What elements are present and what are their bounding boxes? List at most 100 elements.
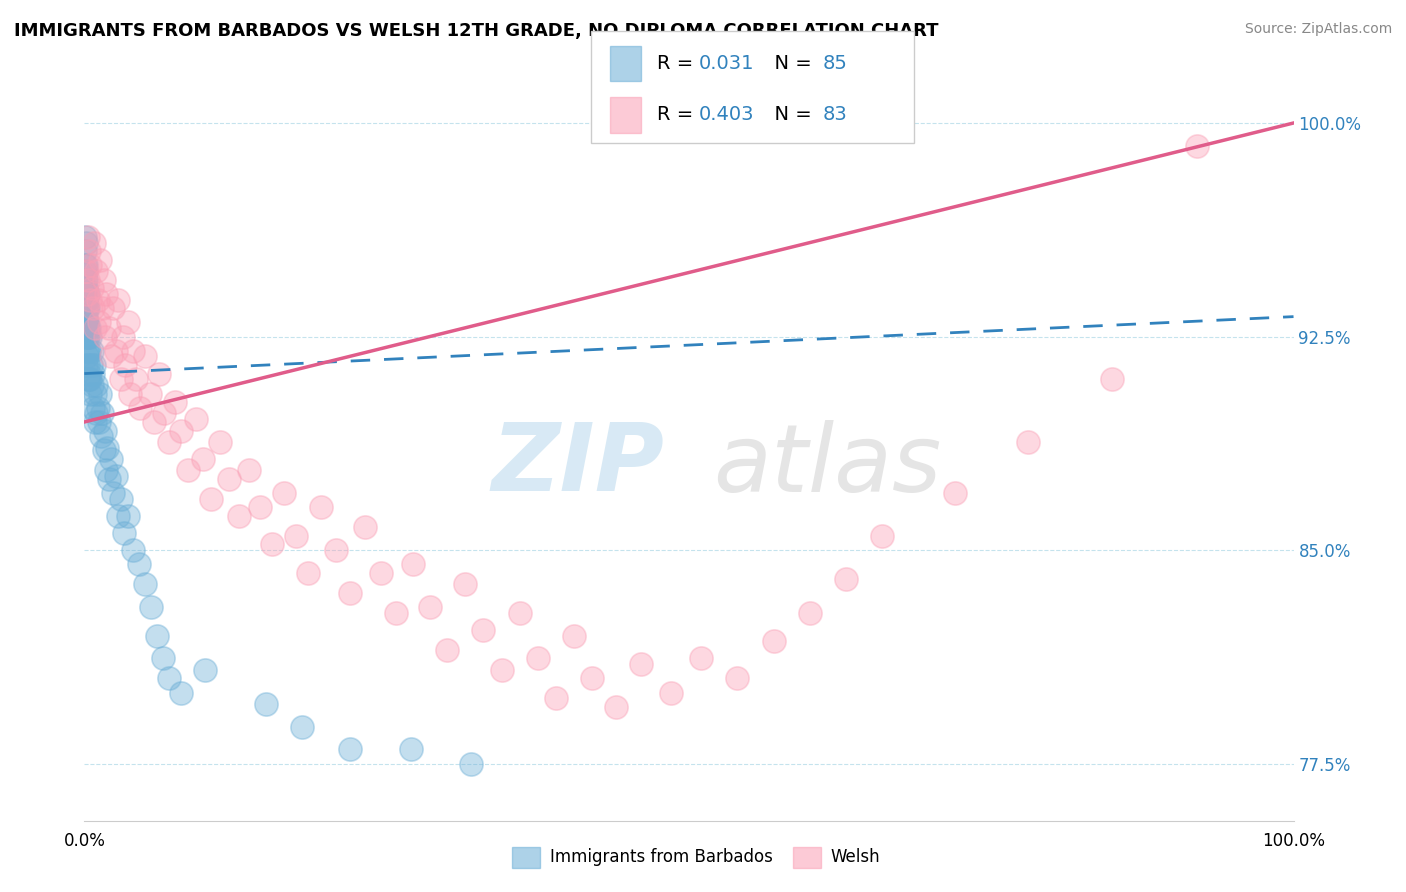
Point [94, 463, 117, 477]
Point [84, 321, 107, 335]
Point [82, 301, 104, 315]
Point [208, 434, 231, 449]
Point [121, 343, 143, 358]
Point [325, 543, 347, 558]
Point [311, 500, 333, 515]
Point [228, 508, 250, 523]
Text: R =: R = [657, 105, 699, 124]
Point [77, 244, 100, 259]
Point [399, 742, 422, 756]
Point [84, 415, 107, 429]
Point [339, 586, 361, 600]
Point [125, 372, 148, 386]
Point [436, 642, 458, 657]
Point [77, 272, 100, 286]
Point [943, 486, 966, 500]
Point [76, 286, 98, 301]
Point [77, 321, 100, 335]
Point [134, 350, 156, 364]
Point [79, 372, 101, 386]
Point [89, 252, 111, 267]
Point [77, 343, 100, 358]
Point [75, 329, 97, 343]
Point [76, 301, 98, 315]
Point [120, 386, 142, 401]
Text: 0.031: 0.031 [699, 54, 754, 73]
Point [97, 472, 120, 486]
Point [75, 272, 97, 286]
Point [79, 258, 101, 272]
Point [1185, 138, 1208, 153]
Point [77, 367, 100, 381]
Point [83, 235, 105, 250]
Point [86, 293, 108, 307]
Point [77, 301, 100, 315]
Text: N =: N = [762, 105, 818, 124]
Point [76, 321, 98, 335]
Point [284, 529, 308, 543]
Point [527, 651, 550, 665]
Point [562, 628, 585, 642]
Point [129, 401, 152, 415]
Point [77, 358, 100, 372]
Point [104, 469, 127, 483]
Point [75, 230, 97, 244]
Point [297, 566, 319, 580]
Point [75, 281, 97, 295]
Point [138, 386, 160, 401]
Point [77, 372, 100, 386]
Point [103, 486, 125, 500]
Point [460, 756, 482, 771]
Text: atlas: atlas [713, 420, 942, 511]
Point [75, 321, 97, 335]
Text: 83: 83 [823, 105, 848, 124]
Point [139, 600, 162, 615]
Point [76, 315, 98, 329]
Point [75, 315, 97, 329]
Point [121, 543, 143, 558]
Point [107, 293, 129, 307]
Point [100, 350, 122, 364]
Point [291, 720, 314, 734]
Point [114, 358, 136, 372]
Point [762, 634, 785, 648]
Point [354, 520, 377, 534]
Point [97, 321, 120, 335]
Point [93, 272, 115, 286]
Point [370, 566, 392, 580]
Point [76, 343, 98, 358]
Point [75, 310, 97, 324]
Point [165, 395, 187, 409]
Point [254, 697, 277, 711]
Point [77, 230, 100, 244]
Point [581, 671, 603, 685]
Point [605, 699, 627, 714]
Point [80, 358, 103, 372]
Point [79, 329, 101, 343]
Point [75, 301, 97, 315]
Point [80, 378, 103, 392]
Point [79, 293, 101, 307]
Text: 0.403: 0.403 [699, 105, 754, 124]
Point [75, 258, 97, 272]
Point [76, 329, 98, 343]
Point [509, 606, 531, 620]
Point [630, 657, 652, 671]
Point [73, 301, 96, 315]
Point [112, 526, 135, 541]
Point [148, 367, 170, 381]
Point [249, 500, 271, 515]
Point [75, 264, 97, 278]
Point [87, 415, 110, 429]
Point [86, 378, 108, 392]
Point [76, 350, 98, 364]
Text: 85: 85 [823, 54, 848, 73]
Point [100, 452, 122, 467]
Point [77, 321, 100, 335]
Point [491, 663, 513, 677]
Point [454, 577, 477, 591]
Text: Welsh: Welsh [831, 848, 880, 866]
Point [75, 264, 97, 278]
Point [184, 412, 207, 426]
Point [153, 406, 176, 420]
